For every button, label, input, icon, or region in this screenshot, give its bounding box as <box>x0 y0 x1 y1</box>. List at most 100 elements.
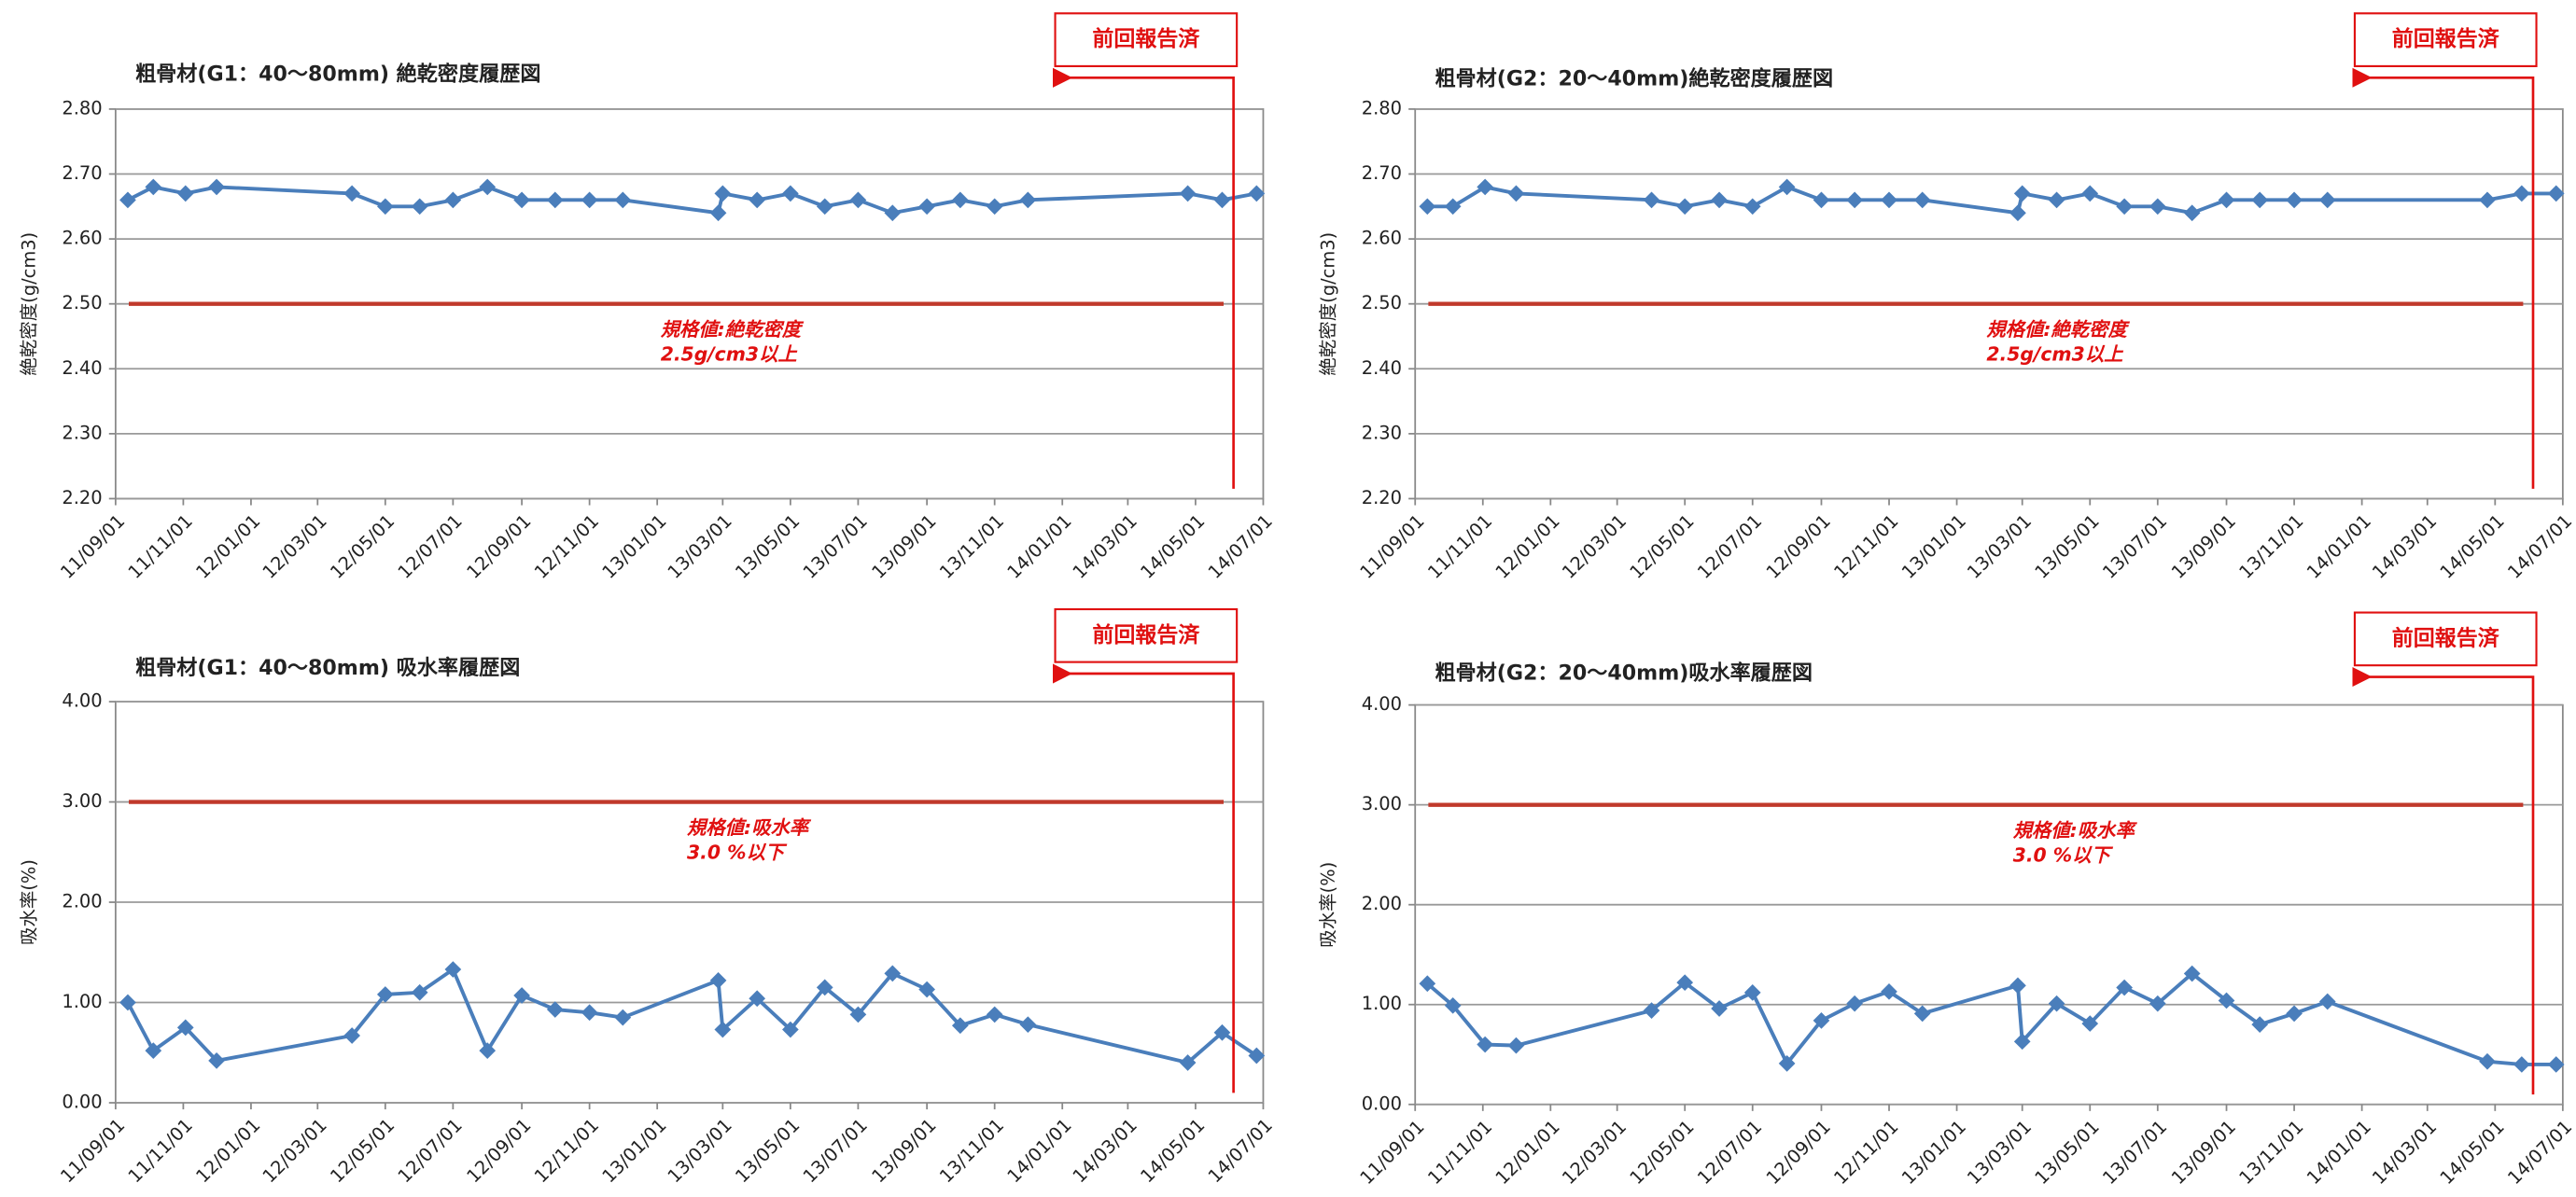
data-point <box>2513 185 2530 202</box>
data-point <box>2547 1056 2565 1073</box>
reference-label: 規格値:吸水率 <box>687 816 812 839</box>
x-tick-label: 14/01/01 <box>1003 1114 1076 1187</box>
data-point <box>145 1042 162 1059</box>
data-point <box>1213 191 1231 209</box>
y-tick-label: 2.60 <box>62 228 102 249</box>
annotation-box <box>2353 12 2538 67</box>
data-point <box>2081 1015 2099 1032</box>
data-point <box>918 981 935 998</box>
data-point <box>1881 191 1897 209</box>
x-tick-label: 13/07/01 <box>2098 510 2171 583</box>
x-tick-label: 13/05/01 <box>2031 510 2104 583</box>
data-point <box>2251 1016 2269 1033</box>
data-point <box>2318 191 2336 209</box>
data-point <box>1507 1037 1525 1054</box>
x-tick-label: 12/01/01 <box>1491 510 1564 583</box>
reference-label: 規格値:吸水率 <box>2013 819 2138 842</box>
data-point <box>1778 178 1796 196</box>
x-tick-label: 12/11/01 <box>1829 1116 1902 1189</box>
data-point <box>176 185 194 202</box>
data-point <box>1019 191 1037 209</box>
y-tick-label: 1.00 <box>62 991 102 1012</box>
y-tick-label: 2.80 <box>1362 97 1402 118</box>
data-point <box>411 198 428 216</box>
x-tick-label: 13/03/01 <box>664 510 736 583</box>
data-point <box>2318 993 2336 1010</box>
reference-label: 2.5g/cm3以上 <box>1986 343 2124 366</box>
x-tick-label: 14/05/01 <box>1136 510 1209 583</box>
reference-label: 2.5g/cm3以上 <box>661 343 799 366</box>
y-tick-label: 3.00 <box>1362 793 1402 814</box>
chart-title: 粗骨材(G1：40～80mm) 絶乾密度履歴図 <box>135 62 540 86</box>
x-tick-label: 14/07/01 <box>2503 1116 2576 1189</box>
data-point <box>1813 191 1830 209</box>
x-tick-label: 13/05/01 <box>731 510 804 583</box>
data-point <box>2149 198 2166 216</box>
data-point <box>2286 1005 2303 1023</box>
data-point <box>614 191 632 209</box>
x-tick-label: 13/03/01 <box>1963 510 2036 583</box>
data-point <box>581 1004 598 1022</box>
data-point <box>1643 1002 1660 1019</box>
annotation-arrow <box>2352 666 2535 1095</box>
data-point <box>986 198 1003 216</box>
x-tick-label: 13/01/01 <box>598 1114 671 1187</box>
x-tick-label: 14/03/01 <box>2368 510 2441 583</box>
data-point <box>1846 995 1863 1012</box>
data-point <box>849 191 867 209</box>
data-point <box>119 191 136 209</box>
x-tick-label: 13/07/01 <box>2098 1116 2171 1189</box>
data-point <box>1676 974 1694 992</box>
y-tick-label: 2.40 <box>1362 357 1402 379</box>
y-tick-label: 2.70 <box>1362 162 1402 184</box>
x-tick-label: 13/09/01 <box>2167 1116 2240 1189</box>
data-point <box>2048 995 2065 1012</box>
data-point <box>749 191 766 209</box>
annotation-text: 前回報告済 <box>1092 622 1200 647</box>
data-point <box>884 965 902 982</box>
reference-label: 3.0 %以下 <box>687 841 788 863</box>
y-tick-label: 1.00 <box>1362 993 1402 1014</box>
x-tick-label: 12/09/01 <box>1762 1116 1835 1189</box>
y-axis-label: 吸水率(%) <box>18 859 39 945</box>
y-tick-label: 2.20 <box>62 487 102 508</box>
annotation-arrow <box>1052 663 1235 1093</box>
data-point <box>2081 185 2099 202</box>
y-axis-label: 吸水率(%) <box>1318 862 1339 948</box>
data-point <box>2009 204 2026 222</box>
y-tick-label: 2.30 <box>1362 422 1402 443</box>
x-tick-label: 13/11/01 <box>2235 1116 2308 1189</box>
x-tick-label: 13/03/01 <box>664 1114 736 1187</box>
data-point <box>1248 1047 1266 1065</box>
reference-label: 3.0 %以下 <box>2013 844 2114 867</box>
x-tick-label: 11/09/01 <box>56 1114 129 1187</box>
data-point <box>1711 191 1728 209</box>
x-tick-label: 12/05/01 <box>1626 510 1699 583</box>
data-point <box>343 185 360 202</box>
data-point <box>208 1052 225 1069</box>
x-tick-label: 12/03/01 <box>1558 510 1631 583</box>
data-point <box>513 191 530 209</box>
data-point <box>2009 977 2026 995</box>
x-tick-label: 13/11/01 <box>935 1114 1008 1187</box>
x-tick-label: 12/07/01 <box>1693 510 1766 583</box>
y-tick-label: 2.80 <box>62 97 102 118</box>
x-tick-label: 13/07/01 <box>799 1114 872 1187</box>
x-tick-label: 12/03/01 <box>259 510 331 583</box>
data-point <box>1643 191 1660 209</box>
annotation-text: 前回報告済 <box>2392 26 2500 51</box>
x-tick-label: 11/11/01 <box>1423 1116 1496 1189</box>
data-point <box>884 204 902 222</box>
y-tick-label: 4.00 <box>1362 693 1402 715</box>
x-tick-label: 14/07/01 <box>1204 1114 1277 1187</box>
x-tick-label: 12/01/01 <box>1491 1116 1564 1189</box>
data-point <box>709 972 727 989</box>
x-tick-label: 12/07/01 <box>1693 1116 1766 1189</box>
data-point <box>816 979 833 996</box>
y-tick-label: 2.40 <box>62 357 102 379</box>
x-tick-label: 14/07/01 <box>2503 510 2576 583</box>
data-point <box>614 1009 632 1026</box>
x-tick-label: 12/09/01 <box>463 1114 536 1187</box>
y-tick-label: 2.30 <box>62 422 102 443</box>
